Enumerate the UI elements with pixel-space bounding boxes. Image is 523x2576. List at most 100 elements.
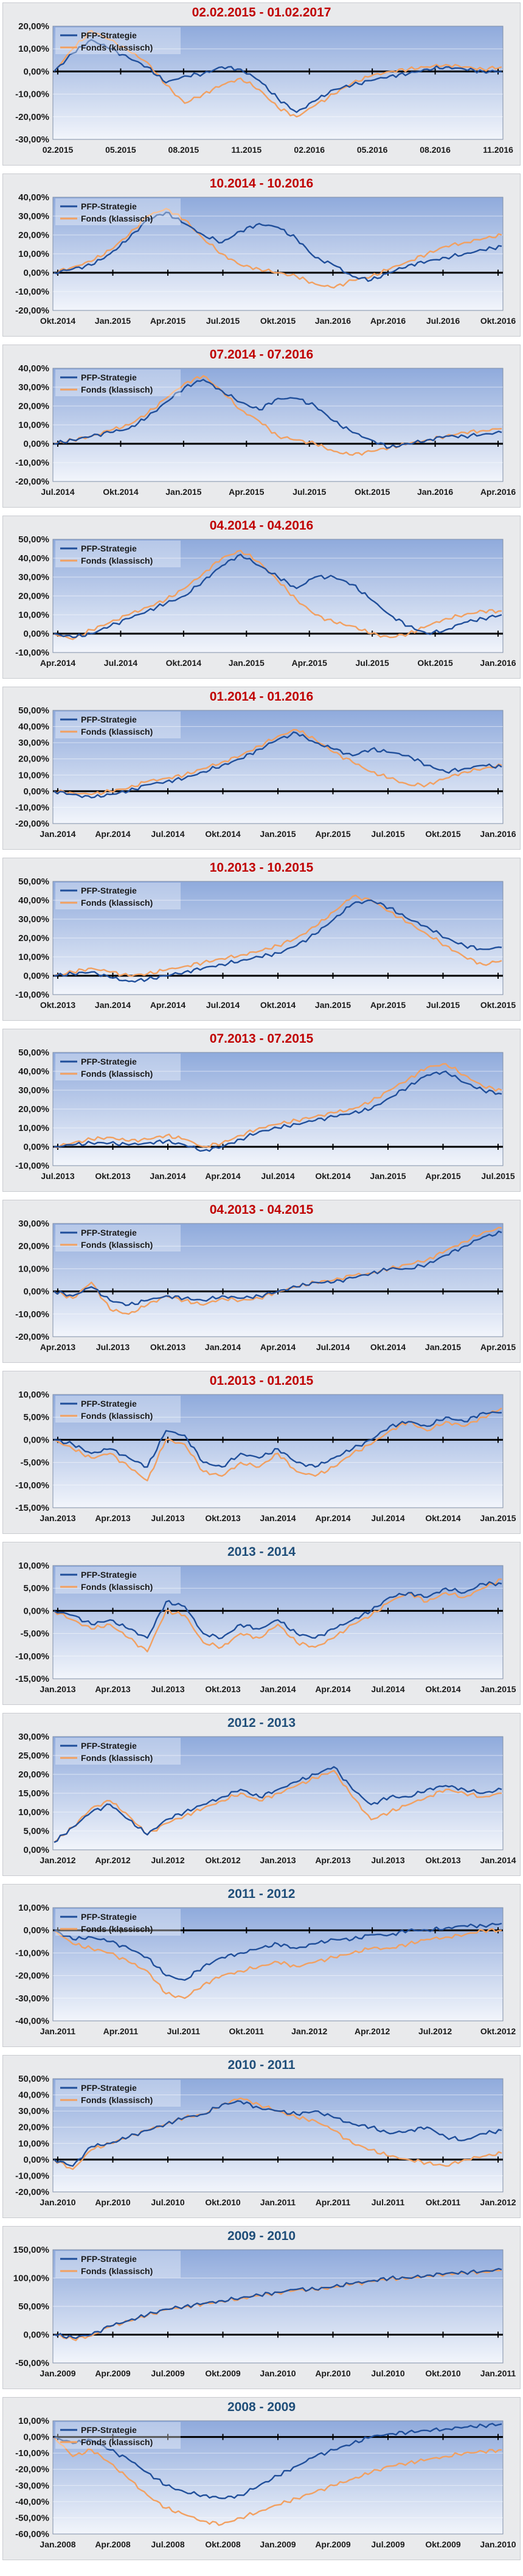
x-tick-label: Apr.2014 — [40, 658, 76, 668]
y-tick-label: 0,00% — [23, 629, 49, 639]
x-tick-label: Jan.2015 — [370, 1171, 406, 1181]
plot-area — [52, 26, 504, 140]
y-tick-label: -10,00% — [15, 802, 49, 813]
x-tick-label: Jan.2013 — [40, 1513, 75, 1523]
legend-box — [55, 1396, 181, 1423]
x-tick-label: Apr.2014 — [260, 1342, 296, 1352]
y-tick-label: 0,00% — [23, 439, 49, 449]
y-tick-label: -50,00% — [15, 2358, 49, 2368]
series-line-pfp — [54, 1581, 502, 1640]
y-tick-label: -10,00% — [15, 287, 49, 297]
x-tick-label: 08.2015 — [168, 145, 199, 155]
chart-panel: 07.2013 - 07.2015 -10,00% 0,00% 10,00% 20,00… — [2, 1029, 521, 1192]
chart-svg: -15,00% -10,00% -5,00% 0,00% 5,00% 10,00% Jan.… — [15, 1561, 516, 1694]
y-tick-label: 30,00% — [18, 914, 49, 925]
chart-title: 2013 - 2014 — [227, 1545, 296, 1559]
x-tick-label: Okt.2013 — [150, 1342, 186, 1352]
legend-label: Fonds (klassisch) — [81, 2437, 153, 2447]
x-tick-label: Apr.2015 — [229, 487, 265, 497]
x-tick-label: Jan.2015 — [229, 658, 265, 668]
x-tick-label: Jul.2015 — [481, 1171, 514, 1181]
plot-area — [52, 710, 504, 824]
series-line-pfp — [54, 1230, 502, 1306]
x-tick-label: Jul.2014 — [206, 1000, 240, 1010]
x-tick-label: Apr.2015 — [315, 829, 351, 839]
y-tick-label: 20,00% — [18, 21, 49, 32]
y-tick-label: -10,00% — [15, 990, 49, 1000]
y-tick-label: 10,00% — [18, 1123, 49, 1133]
x-tick-label: Okt.2013 — [95, 1171, 131, 1181]
series-line-pfp — [54, 379, 502, 449]
y-tick-label: 0,00% — [23, 1845, 49, 1855]
series-line-pfp — [54, 1922, 502, 1981]
legend-label: PFP-Strategie — [81, 1570, 137, 1580]
y-tick-label: -15,00% — [15, 1674, 49, 1684]
x-tick-label: Okt.2014 — [166, 658, 202, 668]
y-tick-label: 10,00% — [18, 1561, 49, 1571]
legend-box — [55, 2251, 181, 2278]
chart-title: 07.2014 - 07.2016 — [209, 348, 314, 362]
y-tick-label: -5,00% — [20, 1629, 49, 1639]
series-line-fonds — [54, 30, 502, 118]
series-line-fonds — [54, 1407, 502, 1482]
x-tick-label: Apr.2013 — [40, 1342, 76, 1352]
y-tick-label: 30,00% — [18, 1732, 49, 1742]
x-tick-label: Okt.2014 — [315, 1171, 351, 1181]
x-tick-label: Jul.2014 — [261, 1171, 294, 1181]
chart-title: 07.2013 - 07.2015 — [209, 1032, 314, 1046]
y-tick-label: -10,00% — [15, 648, 49, 658]
plot-area — [52, 1907, 504, 2021]
x-tick-label: Jan.2012 — [291, 2026, 327, 2036]
x-tick-label: Okt.2012 — [205, 1855, 241, 1865]
series-line-pfp — [54, 2423, 502, 2499]
legend-label: PFP-Strategie — [81, 2083, 137, 2093]
x-tick-label: Jan.2014 — [260, 1684, 296, 1694]
x-tick-label: 02.2016 — [294, 145, 325, 155]
x-tick-label: Okt.2011 — [229, 2026, 264, 2036]
chart-panel: 01.2013 - 01.2015 -15,00% -10,00% -5,00% 0,0… — [2, 1371, 521, 1534]
y-tick-label: 20,00% — [18, 933, 49, 943]
x-tick-label: Jul.2014 — [104, 658, 137, 668]
y-tick-label: 10,00% — [18, 770, 49, 780]
y-tick-label: 10,00% — [18, 2138, 49, 2149]
y-tick-label: 20,00% — [18, 754, 49, 765]
x-tick-label: Apr.2012 — [95, 1855, 131, 1865]
x-tick-label: Apr.2013 — [95, 1684, 131, 1694]
chart-svg: 0,00% 5,00% 10,00% 15,00% 20,00% 25,00% 30,00%… — [18, 1732, 516, 1865]
y-tick-label: -30,00% — [15, 1993, 49, 2004]
chart-svg: -30,00% -20,00% -10,00% 0,00% 10,00% 20,00% 02… — [15, 21, 513, 155]
y-tick-label: 0,00% — [23, 2432, 49, 2443]
y-tick-label: 10,00% — [18, 249, 49, 259]
x-tick-label: Jul.2009 — [371, 2539, 404, 2549]
x-tick-label: Apr.2014 — [315, 1684, 351, 1694]
legend-label: PFP-Strategie — [81, 373, 137, 382]
x-tick-label: Apr.2013 — [95, 1513, 131, 1523]
chart-svg: -10,00% 0,00% 10,00% 20,00% 30,00% 40,00% 50,0… — [15, 1048, 515, 1181]
chart-svg: -20,00% -10,00% 0,00% 10,00% 20,00% 30,00% Apr… — [15, 1219, 516, 1352]
series-line-fonds — [54, 1063, 502, 1149]
chart-title: 10.2013 - 10.2015 — [209, 861, 314, 875]
series-line-pfp — [54, 2100, 502, 2167]
y-tick-label: 0,00% — [23, 2330, 49, 2340]
x-tick-label: Apr.2010 — [315, 2368, 351, 2378]
y-tick-label: 20,00% — [18, 401, 49, 411]
series-line-fonds — [54, 1928, 502, 2000]
y-tick-label: -10,00% — [15, 1651, 49, 1662]
chart-svg: -60,00% -50,00% -40,00% -30,00% -20,00% -10,0… — [15, 2416, 516, 2549]
series-line-fonds — [54, 550, 502, 640]
y-tick-label: 10,00% — [18, 44, 49, 54]
x-tick-label: Jan.2015 — [260, 829, 296, 839]
y-tick-label: -20,00% — [15, 1332, 49, 1342]
y-tick-label: 10,00% — [18, 1807, 49, 1818]
chart-title: 04.2014 - 04.2016 — [209, 519, 314, 533]
x-tick-label: Apr.2009 — [95, 2368, 131, 2378]
chart-title: 04.2013 - 04.2015 — [209, 1203, 314, 1217]
x-tick-label: Apr.2015 — [292, 658, 328, 668]
chart-panel: 07.2014 - 07.2016 -20,00% -10,00% 0,00% 10,0… — [2, 345, 521, 508]
y-tick-label: 40,00% — [18, 2090, 49, 2101]
plot-area — [52, 1394, 504, 1508]
x-tick-label: Jan.2016 — [480, 658, 516, 668]
chart-panel: 2008 - 2009 -60,00% -50,00% -40,00% -30,00% -… — [2, 2397, 521, 2560]
x-tick-label: Jul.2013 — [151, 1684, 184, 1694]
